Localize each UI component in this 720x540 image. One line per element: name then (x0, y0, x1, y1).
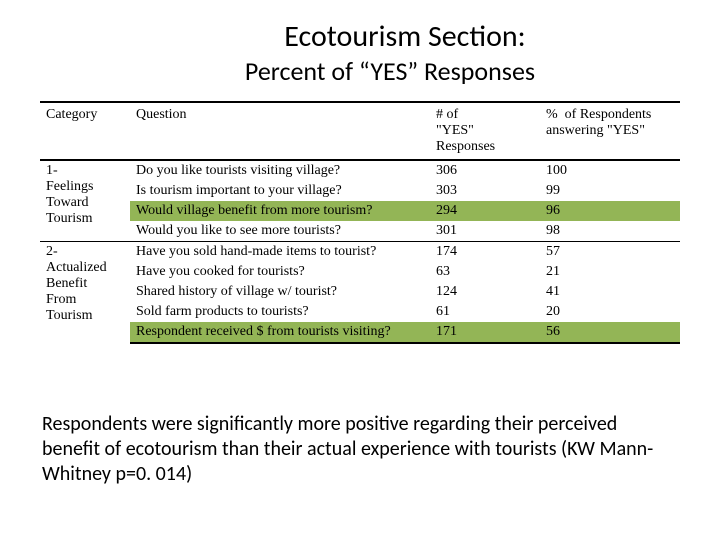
col-pct-l1: % of Respondents (546, 107, 651, 122)
col-count: # of "YES" Responses (430, 102, 540, 160)
col-pct: % of Respondents answering "YES" (540, 102, 680, 160)
question-cell: Have you sold hand-made items to tourist… (130, 242, 430, 263)
col-category: Category (40, 102, 130, 160)
question-cell: Respondent received $ from tourists visi… (130, 322, 430, 343)
table-row: Respondent received $ from tourists visi… (40, 322, 680, 343)
col-count-l1: # of (436, 107, 458, 122)
table-row: Is tourism important to your village?303… (40, 181, 680, 201)
pct-cell: 57 (540, 242, 680, 263)
slide-subtitle: Percent of “YES” Responses (40, 55, 680, 87)
responses-table-wrap: Category Question # of "YES" Responses %… (40, 101, 680, 344)
slide-title: Ecotourism Section: (40, 18, 680, 55)
pct-cell: 21 (540, 262, 680, 282)
pct-cell: 20 (540, 302, 680, 322)
question-cell: Would village benefit from more tourism? (130, 201, 430, 221)
pct-cell: 100 (540, 160, 680, 181)
slide: Ecotourism Section: Percent of “YES” Res… (0, 0, 720, 540)
table-row: Shared history of village w/ tourist?124… (40, 282, 680, 302)
question-cell: Shared history of village w/ tourist? (130, 282, 430, 302)
table-row: Sold farm products to tourists?6120 (40, 302, 680, 322)
category-cell: 1-FeelingsTowardTourism (40, 160, 130, 242)
pct-cell: 56 (540, 322, 680, 343)
count-cell: 61 (430, 302, 540, 322)
count-cell: 174 (430, 242, 540, 263)
count-cell: 294 (430, 201, 540, 221)
count-cell: 63 (430, 262, 540, 282)
question-cell: Sold farm products to tourists? (130, 302, 430, 322)
table-row: 1-FeelingsTowardTourismDo you like touri… (40, 160, 680, 181)
question-cell: Is tourism important to your village? (130, 181, 430, 201)
count-cell: 171 (430, 322, 540, 343)
table-row: 2-ActualizedBenefitFromTourismHave you s… (40, 242, 680, 263)
pct-cell: 99 (540, 181, 680, 201)
table-row: Would you like to see more tourists?3019… (40, 221, 680, 242)
col-pct-l2: answering "YES" (546, 123, 645, 138)
table-header: Category Question # of "YES" Responses %… (40, 102, 680, 160)
col-count-l2: "YES" Responses (436, 123, 495, 154)
question-cell: Would you like to see more tourists? (130, 221, 430, 242)
table-row: Have you cooked for tourists?6321 (40, 262, 680, 282)
responses-table: Category Question # of "YES" Responses %… (40, 101, 680, 344)
count-cell: 306 (430, 160, 540, 181)
question-cell: Do you like tourists visiting village? (130, 160, 430, 181)
question-cell: Have you cooked for tourists? (130, 262, 430, 282)
pct-cell: 41 (540, 282, 680, 302)
caption-text: Respondents were significantly more posi… (40, 412, 680, 487)
category-cell: 2-ActualizedBenefitFromTourism (40, 242, 130, 344)
table-body: 1-FeelingsTowardTourismDo you like touri… (40, 160, 680, 343)
count-cell: 301 (430, 221, 540, 242)
count-cell: 303 (430, 181, 540, 201)
pct-cell: 96 (540, 201, 680, 221)
count-cell: 124 (430, 282, 540, 302)
table-row: Would village benefit from more tourism?… (40, 201, 680, 221)
pct-cell: 98 (540, 221, 680, 242)
col-question: Question (130, 102, 430, 160)
